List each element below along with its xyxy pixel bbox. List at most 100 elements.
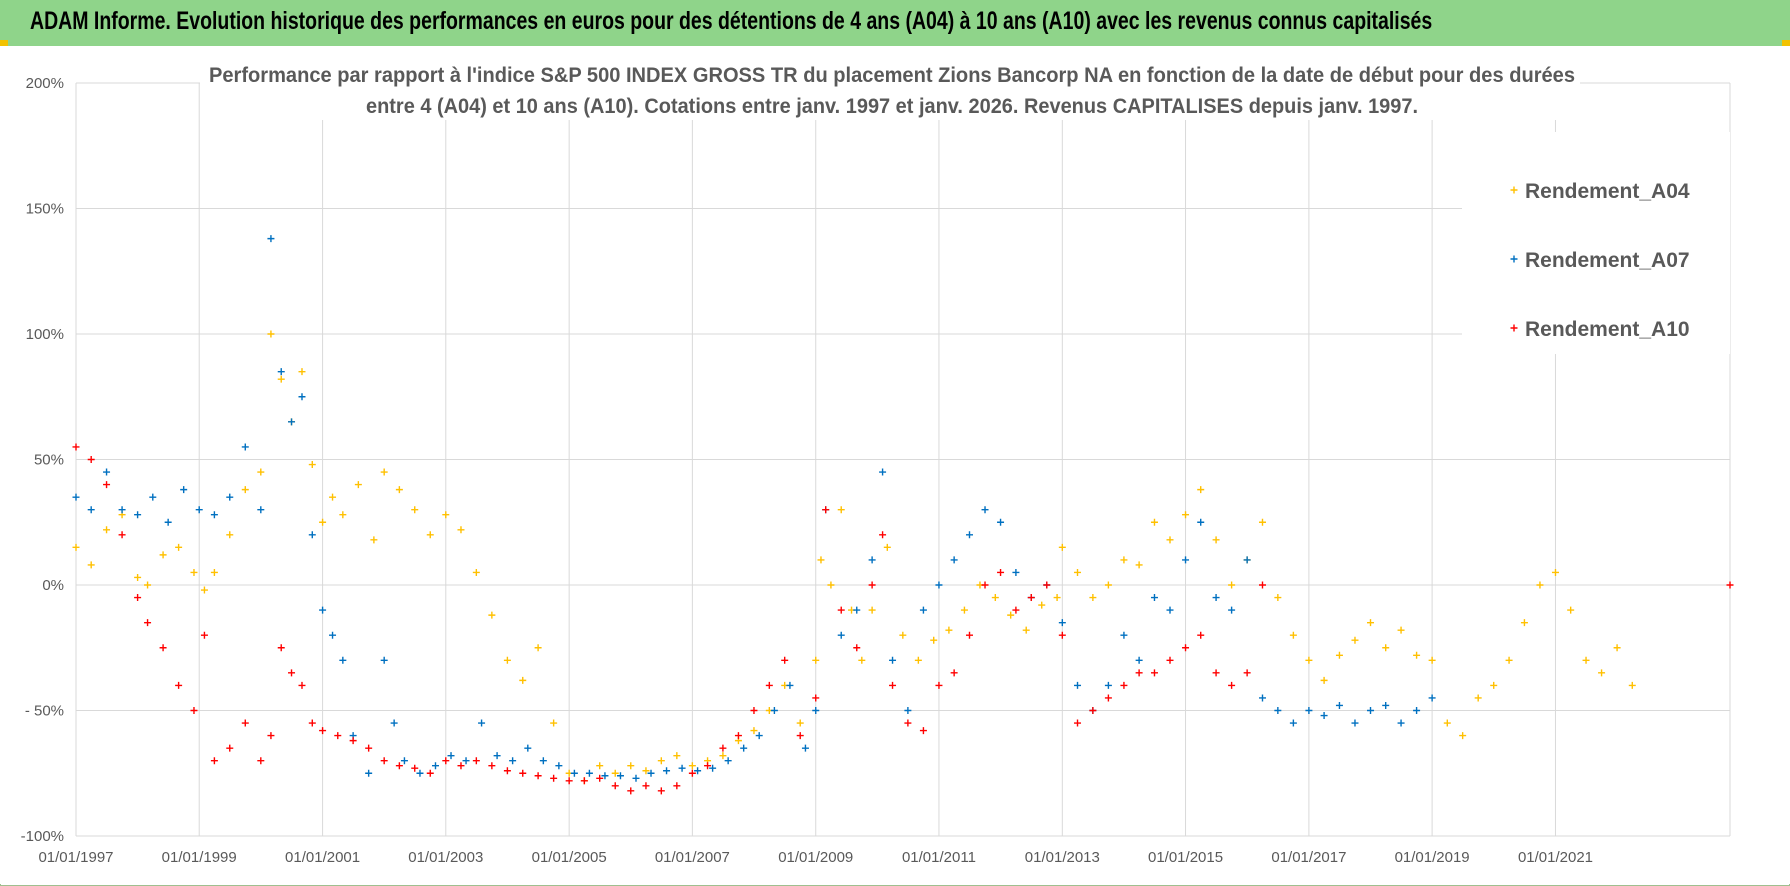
data-point <box>899 631 907 639</box>
data-point <box>1428 656 1436 664</box>
data-point <box>277 368 285 376</box>
data-point <box>770 707 778 714</box>
data-point <box>950 669 958 677</box>
data-point <box>734 732 742 740</box>
data-point <box>1043 581 1051 589</box>
data-point <box>1104 581 1112 589</box>
data-point <box>298 681 306 689</box>
data-point <box>380 757 388 765</box>
data-point <box>87 561 95 569</box>
data-point <box>1197 518 1205 526</box>
data-point <box>1258 581 1266 589</box>
data-point <box>1166 536 1174 544</box>
data-point <box>642 767 650 775</box>
data-point <box>935 681 943 689</box>
data-point <box>1089 707 1097 714</box>
data-point <box>1243 556 1251 564</box>
data-point <box>1182 644 1190 652</box>
data-point <box>1243 669 1251 677</box>
data-point <box>210 568 218 576</box>
data-point <box>883 543 891 551</box>
data-point <box>329 493 337 501</box>
data-point <box>1120 631 1128 639</box>
data-point <box>519 769 527 777</box>
data-point <box>1305 707 1313 714</box>
data-point <box>380 468 388 476</box>
data-point <box>134 573 142 581</box>
data-point <box>329 631 337 639</box>
data-point <box>319 727 327 735</box>
data-point <box>1505 656 1513 664</box>
data-point <box>709 764 717 772</box>
data-point <box>134 511 142 519</box>
data-point <box>827 581 835 589</box>
data-point <box>1382 644 1390 652</box>
data-point <box>1305 656 1313 664</box>
data-point <box>1104 681 1112 689</box>
data-point <box>118 531 126 539</box>
data-point <box>354 481 362 489</box>
data-point <box>1628 681 1636 689</box>
data-point <box>1150 518 1158 526</box>
performance-chart: Performance par rapport à l'indice S&P 5… <box>0 46 1790 884</box>
y-tick-label: -100% <box>21 828 64 845</box>
data-point <box>144 581 152 589</box>
data-point <box>555 762 563 770</box>
data-point <box>426 531 434 539</box>
data-point <box>1567 606 1575 614</box>
data-point <box>611 769 619 777</box>
data-point <box>72 543 80 551</box>
data-point <box>812 694 820 702</box>
data-point <box>257 506 265 514</box>
data-point <box>812 656 820 664</box>
data-point <box>503 767 511 775</box>
data-point <box>858 656 866 664</box>
data-point <box>1726 581 1734 589</box>
data-point <box>1012 606 1020 614</box>
data-point <box>694 767 702 775</box>
data-point <box>1074 568 1082 576</box>
banner-accent-left <box>0 40 8 46</box>
data-point <box>308 719 316 727</box>
legend-label: Rendement_A10 <box>1525 318 1690 341</box>
data-point <box>1228 581 1236 589</box>
data-point <box>950 556 958 564</box>
data-point <box>750 727 758 735</box>
data-point <box>103 526 111 534</box>
data-point <box>298 393 306 401</box>
data-point <box>1150 594 1158 602</box>
y-tick-label: 0% <box>42 577 64 594</box>
data-point <box>411 764 419 772</box>
data-point <box>724 757 732 765</box>
data-point <box>796 719 804 727</box>
legend-label: Rendement_A04 <box>1525 180 1690 203</box>
data-point <box>580 777 588 785</box>
data-point <box>87 456 95 463</box>
data-point <box>1182 556 1190 564</box>
data-point <box>1166 606 1174 614</box>
data-point <box>1135 669 1143 677</box>
data-point <box>1320 676 1328 684</box>
data-point <box>853 606 861 614</box>
data-point <box>277 375 285 383</box>
data-point <box>930 636 938 644</box>
data-point <box>1289 719 1297 727</box>
data-point <box>1038 601 1046 609</box>
data-point <box>488 611 496 619</box>
data-point <box>889 681 897 689</box>
x-tick-label: 01/01/2013 <box>1025 849 1100 866</box>
data-point <box>72 493 80 501</box>
data-point <box>1335 651 1343 659</box>
chart-title-line-2: entre 4 (A04) et 10 ans (A10). Cotations… <box>366 95 1418 118</box>
data-point <box>997 568 1005 576</box>
data-point <box>632 774 640 782</box>
data-point <box>663 767 671 775</box>
series-Rendement_A10 <box>72 443 1734 795</box>
data-point <box>1428 694 1436 702</box>
data-point <box>257 757 265 765</box>
data-point <box>678 764 686 772</box>
data-point <box>704 762 712 770</box>
data-point <box>457 526 465 534</box>
data-point <box>411 506 419 514</box>
data-point <box>935 581 943 589</box>
